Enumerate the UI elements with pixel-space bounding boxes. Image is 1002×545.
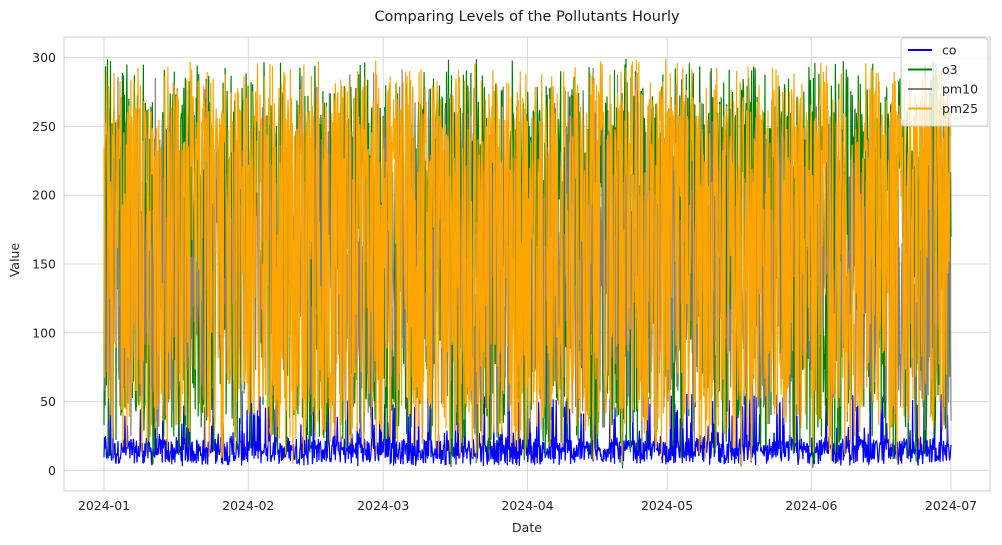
legend-box [900,37,989,127]
legend-label-pm10: pm10 [942,82,978,97]
y-tick-labels: 0 50 100 150 200 250 300 [32,50,56,478]
y-tick-label: 100 [32,325,56,340]
x-tick-label: 2024-06 [785,498,837,513]
y-tick-label: 200 [32,188,56,203]
y-tick-label: 50 [40,394,56,409]
x-tick-label: 2024-03 [357,498,409,513]
plot-border [63,36,991,492]
plot-area [103,58,952,469]
y-tick-label: 300 [32,50,56,65]
x-tick-label: 2024-02 [222,498,274,513]
x-tick-label: 2024-01 [78,498,130,513]
chart-title: Comparing Levels of the Pollutants Hourl… [374,9,680,25]
series-line-co [103,388,952,467]
x-tick-labels: 2024-01 2024-02 2024-03 2024-04 2024-05 2024-… [78,498,977,513]
x-tick-label: 2024-05 [641,498,693,513]
y-tick-label: 150 [32,257,56,272]
y-tick-label: 250 [32,119,56,134]
series-line-pm25 [103,59,952,467]
y-tick-label: 0 [48,463,56,478]
x-tick-label: 2024-07 [925,498,977,513]
x-tick-label: 2024-04 [501,498,553,513]
x-axis-label: Date [512,520,542,535]
y-axis-label: Value [7,243,22,278]
legend-label-o3: o3 [942,62,958,77]
legend: co o3 pm10 pm25 [900,37,989,127]
legend-label-pm25: pm25 [942,101,978,116]
legend-label-co: co [942,43,957,58]
plot-frame [63,36,991,492]
